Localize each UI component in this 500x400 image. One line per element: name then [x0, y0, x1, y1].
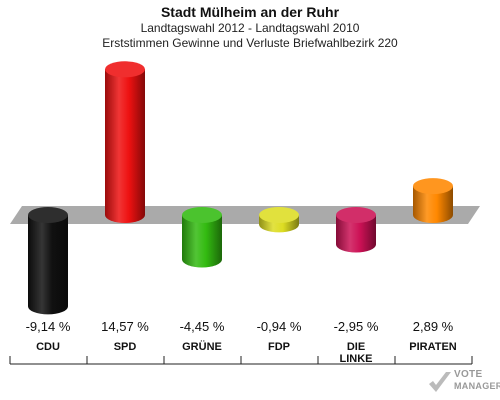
chart-title: Stadt Mülheim an der Ruhr — [160, 4, 340, 20]
chart-subtitle-2: Erststimmen Gewinne und Verluste Briefwa… — [102, 36, 398, 50]
value-label: -0,94 % — [257, 319, 302, 334]
bar-top-grüne — [182, 207, 222, 223]
baseline-band — [10, 206, 480, 224]
bar-top-cdu — [28, 207, 68, 223]
bar-top-fdp — [259, 207, 299, 223]
value-label: -4,45 % — [180, 319, 225, 334]
value-label: -9,14 % — [26, 319, 71, 334]
logo-text-manager: MANAGER — [454, 381, 500, 391]
bar-top-spd — [105, 61, 145, 78]
logo-text-vote: VOTE — [454, 369, 483, 380]
value-label: 14,57 % — [101, 319, 149, 334]
bar-spd — [105, 69, 145, 223]
category-label: LINKE — [340, 353, 373, 365]
category-label: SPD — [114, 341, 137, 353]
chart-header: Stadt Mülheim an der Ruhr Landtagswahl 2… — [0, 4, 500, 51]
bar-cdu — [28, 215, 68, 315]
value-label: 2,89 % — [413, 319, 454, 334]
value-label: -2,95 % — [334, 319, 379, 334]
chart-subtitle-1: Landtagswahl 2012 - Landtagswahl 2010 — [140, 21, 360, 35]
bar-top-piraten — [413, 178, 453, 195]
checkmark-icon — [429, 372, 451, 392]
vote-manager-logo: VOTE MANAGER — [424, 366, 500, 398]
category-label: FDP — [268, 341, 290, 353]
category-label: CDU — [36, 341, 60, 353]
bar-grüne — [182, 215, 222, 268]
category-label: PIRATEN — [409, 341, 457, 353]
category-label: GRÜNE — [182, 340, 222, 353]
category-label: DIE — [347, 341, 365, 353]
bar-top-die-linke — [336, 207, 376, 223]
bar-die-linke — [336, 215, 376, 253]
bar-piraten — [413, 186, 453, 223]
